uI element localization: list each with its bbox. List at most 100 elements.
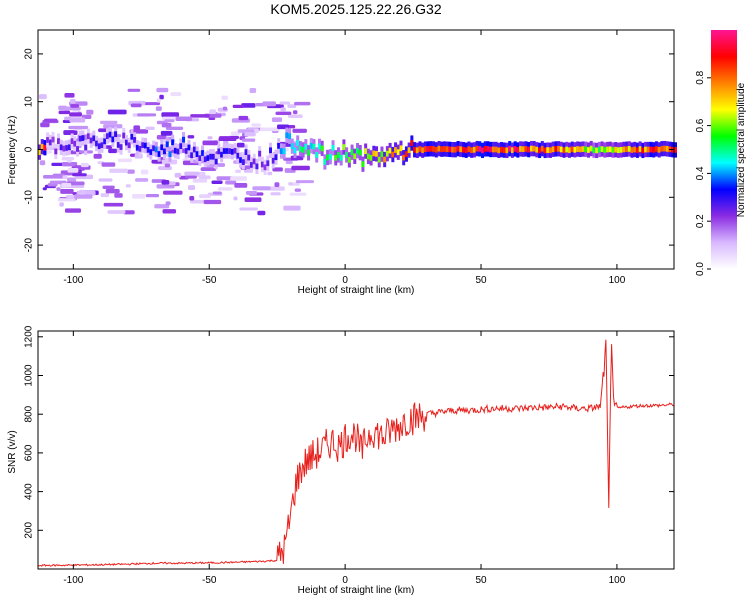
spectrogram-cell [375,151,379,157]
spectrogram-cell [247,154,251,161]
spectrogram-cell [478,146,482,152]
spectrogram-cell [356,147,359,154]
spectrogram-cell [429,145,433,152]
spectrogram-x-tick-label: -100 [63,275,83,286]
spectrogram-cell [483,146,487,152]
spectrogram-cell [312,143,316,150]
spectrogram-cell [614,146,618,153]
spectrogram-cell [237,129,255,133]
spectrogram-cell [65,145,69,151]
spectrogram-cell [641,147,645,154]
spectrogram-cell [489,146,493,153]
spectrogram-heatmap [38,87,677,216]
spectrogram-cell [557,145,561,152]
spectrogram-cell [93,153,102,159]
spectrogram-cell [86,109,94,115]
spectrogram-cell [68,130,76,136]
spectrogram-cell [184,148,188,154]
snr-y-tick-label: 600 [24,444,35,461]
spectrogram-cell [570,146,574,153]
spectrogram-cell [176,148,180,155]
spectrogram-cell [43,118,58,122]
spectrogram-cell [59,144,63,151]
spectrogram-cell [70,138,74,145]
spectrogram-cell [201,150,205,156]
spectrogram-cell [339,154,343,161]
spectrogram-cell [46,137,50,143]
spectrogram-cell [554,146,558,152]
spectrogram-cell [445,146,449,153]
snr-y-tick-label: 400 [24,483,35,500]
spectrogram-cell [122,132,126,139]
spectrogram-cell [38,149,41,156]
spectrogram-cell [175,116,192,122]
spectrogram-cell [161,112,179,118]
spectrogram-cell [190,152,194,159]
spectrogram-cell [529,145,533,152]
spectrogram-cell [203,156,207,163]
colorbar-label: Normalized spectral amplitude [736,82,747,217]
colorbar-tick-label: 0.8 [695,70,706,84]
spectrogram-cell [211,153,215,160]
spectrogram-y-tick-label: 10 [24,96,35,108]
spectrogram-cell [440,146,444,153]
spectrogram-cell [421,147,425,154]
spectrogram-cell [244,197,262,202]
spectrogram-cell [170,92,182,97]
spectrogram-cell [369,155,373,161]
spectrogram-cell [61,175,68,180]
spectrogram-cell [652,146,656,153]
spectrogram-cell [161,122,172,128]
spectrogram-cell [516,147,520,153]
spectrogram-cell [218,137,237,141]
spectrogram-cell [274,154,278,161]
spectrogram-cell [95,140,99,147]
snr-line [38,339,674,567]
spectrogram-cell [380,151,384,158]
snr-y-tick-label: 800 [24,405,35,422]
snr-x-tick-label: 0 [342,575,348,586]
spectrogram-cell [616,147,620,154]
spectrogram-cell [123,210,135,215]
spectrogram-cell [331,145,335,151]
spectrogram-cell [402,154,406,161]
spectrogram-cell [383,156,387,163]
spectrogram-cell [105,133,109,139]
spectrogram-cell [475,145,479,152]
spectrogram-cell [578,146,582,153]
spectrogram-cell [241,103,256,108]
spectrogram-cell [462,146,465,153]
snr-x-tick-label: -50 [202,575,217,586]
spectrogram-cell [269,147,273,154]
spectrogram-cell [239,207,258,211]
spectrogram-cell [69,117,86,123]
spectrogram-cell [388,147,392,154]
spectrogram-cell [464,147,468,154]
spectrogram-cell [102,185,115,189]
spectrogram-cell [64,93,75,98]
spectrogram-cell [207,136,213,140]
spectrogram-cell [292,110,298,115]
spectrogram-cell [161,159,178,165]
spectrogram-cell [59,202,64,207]
spectrogram-cell [154,146,158,153]
spectrogram-cell [524,146,528,152]
spectrogram-y-axis-label: Frequency (Hz) [7,116,18,185]
spectrogram-cell [290,143,294,150]
spectrogram-cell [67,144,71,151]
spectrogram-cell [527,146,531,153]
spectrogram-cell [40,122,50,128]
spectrogram-cell [220,151,224,158]
spectrogram-cell [323,159,327,165]
spectrogram-cell [89,137,93,144]
spectrogram-cell [271,157,275,164]
spectrogram-cell [295,180,315,184]
spectrogram-cell [600,146,604,152]
spectrogram-cell [230,131,241,136]
spectrogram-cell [165,126,184,130]
spectrogram-cell [135,178,149,182]
spectrogram-cell [232,104,244,108]
spectrogram-cell [206,155,210,161]
spectrogram-cell [456,145,460,152]
spectrogram-cell [209,109,217,114]
